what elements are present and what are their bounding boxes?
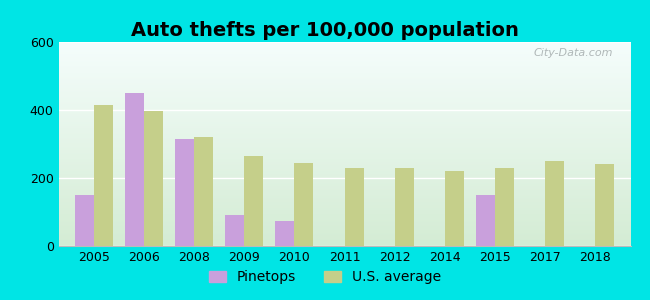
Bar (395, 168, 414, 246)
Bar (294, 163, 313, 246)
Bar (344, 168, 363, 246)
Bar (94, 105, 112, 246)
Bar (194, 137, 213, 246)
Bar (275, 220, 294, 246)
Text: City-Data.com: City-Data.com (534, 48, 614, 58)
Legend: Pinetops, U.S. average: Pinetops, U.S. average (203, 265, 447, 290)
Bar (125, 93, 144, 246)
Bar (445, 171, 464, 246)
Bar (75, 195, 94, 246)
Text: Auto thefts per 100,000 population: Auto thefts per 100,000 population (131, 21, 519, 40)
Bar (175, 139, 194, 246)
Bar (244, 156, 263, 246)
Bar (495, 169, 514, 246)
Bar (225, 215, 244, 246)
Bar (476, 195, 495, 246)
Bar (545, 161, 564, 246)
Bar (144, 111, 163, 246)
Bar (595, 164, 614, 246)
